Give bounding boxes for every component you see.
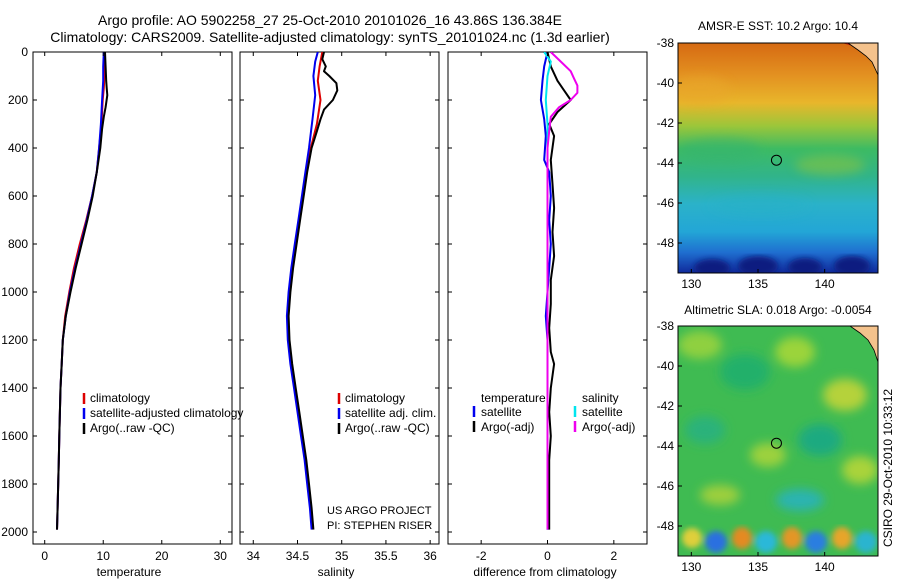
salinity-xtick-label: 36 — [423, 549, 437, 563]
series-line-argo-raw-qc- — [56, 52, 109, 530]
depth-tick-label: 2000 — [1, 525, 28, 539]
argo-float-marker — [770, 154, 782, 166]
sst-lon-tick-label: 140 — [815, 277, 835, 291]
salinity-xtick-label: 34 — [247, 549, 261, 563]
difference-profile-panel: -2 0 2 — [447, 51, 648, 563]
credit-stamp: CSIRO 29-Oct-2010 10:33:12 — [881, 389, 895, 547]
sla-lat-tick-label: -48 — [657, 519, 675, 533]
difference-xlabel: difference from climatology — [473, 565, 616, 579]
land-mass — [850, 326, 878, 362]
salinity-profile-panel: 34 34.5 35 35.5 36 — [239, 51, 440, 563]
temperature-xlabel: temperature — [97, 565, 162, 579]
sla-map-frame — [677, 325, 879, 557]
sst-lat-tick-label: -42 — [657, 116, 675, 130]
depth-tick-label: 1400 — [1, 381, 28, 395]
legend-label-satellite: satellite-adjusted climatology — [90, 406, 243, 420]
land-mass — [848, 43, 878, 75]
depth-tick-label: 800 — [8, 237, 28, 251]
sst-map-frame — [677, 42, 879, 274]
series-line-satellite-adj-clim- — [285, 52, 319, 530]
salinity-axes-frame — [239, 51, 440, 545]
depth-tick-label: 1600 — [1, 429, 28, 443]
sla-lon-tick-label: 140 — [815, 560, 835, 574]
sst-lat-tick-label: -48 — [657, 236, 675, 250]
sst-map-panel: 130 135 140 -38 -40 -42 -44 -46 -48 — [657, 36, 879, 291]
temperature-xtick-label: 20 — [155, 549, 169, 563]
temperature-legend: climatology satellite-adjusted climatolo… — [82, 391, 243, 435]
difference-xtick-label: 0 — [544, 549, 551, 563]
depth-tick-label: 1000 — [1, 285, 28, 299]
depth-tick-label: 0 — [21, 45, 28, 59]
sst-lat-tick-label: -46 — [657, 196, 675, 210]
legend-label-argo: Argo(..raw -QC) — [90, 421, 175, 435]
sla-lon-tick-label: 135 — [748, 560, 768, 574]
sst-lat-tick-label: -44 — [657, 156, 675, 170]
difference-xtick-label: -2 — [476, 549, 487, 563]
coastline — [849, 326, 878, 363]
sst-lon-tick-label: 135 — [748, 277, 768, 291]
pi-credit: PI: STEPHEN RISER — [327, 520, 433, 532]
depth-tick-label: 200 — [8, 93, 28, 107]
sla-map-panel: 130 135 140 -38 -40 -42 -44 -46 -48 — [657, 319, 879, 574]
sla-lat-tick-label: -46 — [657, 479, 675, 493]
depth-tick-label: 1200 — [1, 333, 28, 347]
legend-label-climatology: climatology — [90, 391, 150, 405]
project-credit: US ARGO PROJECT — [327, 505, 432, 517]
legend-label-temp-satellite: satellite — [481, 405, 522, 419]
sla-map-title: Altimetric SLA: 0.018 Argo: -0.0054 — [684, 303, 872, 317]
sla-lon-tick-label: 130 — [681, 560, 701, 574]
salinity-legend: climatology satellite adj. clim. Argo(..… — [337, 391, 436, 435]
difference-legend: temperature satellite Argo(-adj) salinit… — [472, 391, 635, 434]
salinity-xlabel: salinity — [318, 565, 355, 579]
series-line-salinity-argo-adj- — [546, 52, 579, 530]
sla-lat-tick-label: -42 — [657, 399, 675, 413]
series-line-argo-raw-qc- — [287, 52, 339, 530]
sla-lat-tick-label: -44 — [657, 439, 675, 453]
sla-lat-tick-label: -38 — [657, 319, 675, 333]
legend-label-climatology: climatology — [345, 391, 405, 405]
salinity-xtick-label: 35 — [335, 549, 349, 563]
temperature-axes-frame — [32, 51, 233, 545]
legend-label-argo: Argo(..raw -QC) — [345, 421, 430, 435]
temperature-xtick-label: 0 — [41, 549, 48, 563]
page-title-line-2: Climatology: CARS2009. Satellite-adjuste… — [50, 29, 610, 45]
sst-map-title: AMSR-E SST: 10.2 Argo: 10.4 — [697, 19, 859, 33]
legend-heading-salinity: salinity — [582, 391, 619, 405]
sst-lat-tick-label: -40 — [657, 76, 675, 90]
difference-xtick-label: 2 — [610, 549, 617, 563]
legend-label-sal-satellite: satellite — [582, 405, 623, 419]
salinity-xtick-label: 35.5 — [374, 549, 398, 563]
sst-lat-tick-label: -38 — [657, 36, 675, 50]
legend-heading-temperature: temperature — [481, 391, 546, 405]
temperature-profile-panel: 0 10 20 30 0 200 400 600 800 1000 1200 1400 1600 1800… — [1, 45, 233, 563]
legend-label-sal-argo: Argo(-adj) — [582, 420, 635, 434]
salinity-xtick-label: 34.5 — [286, 549, 310, 563]
depth-tick-label: 1800 — [1, 477, 28, 491]
sla-lat-tick-label: -40 — [657, 359, 675, 373]
legend-label-satellite: satellite adj. clim. — [345, 406, 436, 420]
legend-label-temp-argo: Argo(-adj) — [481, 420, 534, 434]
sst-lon-tick-label: 130 — [681, 277, 701, 291]
depth-tick-label: 600 — [8, 189, 28, 203]
argo-float-marker — [770, 437, 782, 449]
page-title-line-1: Argo profile: AO 5902258_27 25-Oct-2010 … — [98, 12, 562, 28]
temperature-xtick-label: 10 — [97, 549, 111, 563]
depth-tick-label: 400 — [8, 141, 28, 155]
temperature-xtick-label: 30 — [214, 549, 228, 563]
coastline — [847, 43, 878, 76]
